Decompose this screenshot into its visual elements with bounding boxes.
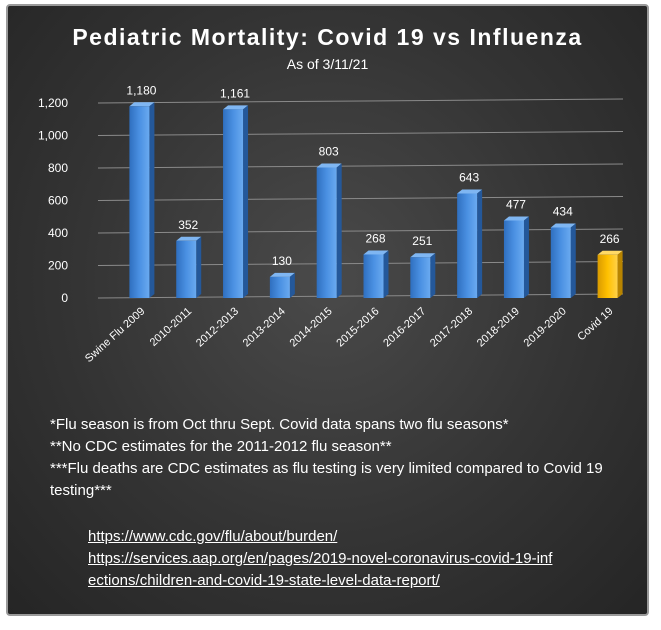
- bar: [410, 257, 431, 298]
- x-tick-label: 2012-2013: [194, 305, 241, 349]
- bar-top: [223, 105, 249, 110]
- bar-top: [129, 102, 155, 107]
- bar: [597, 254, 618, 298]
- bar-top: [457, 189, 483, 194]
- bar: [550, 227, 571, 298]
- y-tick-label: 0: [61, 291, 68, 305]
- chart-title: Pediatric Mortality: Covid 19 vs Influen…: [72, 24, 583, 50]
- gridline: [97, 163, 624, 169]
- bar: [363, 254, 384, 298]
- link-aap-covid-data[interactable]: https://services.aap.org/en/pages/2019-n…: [88, 550, 553, 589]
- bar: [457, 193, 478, 298]
- source-links: https://www.cdc.gov/flu/about/burden/ ht…: [88, 526, 558, 592]
- bar: [269, 276, 290, 298]
- bar: [316, 167, 337, 298]
- bar-side: [383, 250, 389, 298]
- bar-side: [430, 253, 436, 298]
- x-tick-label: 2010-2011: [148, 305, 195, 349]
- data-label: 266: [600, 232, 620, 246]
- data-label: 251: [412, 234, 432, 248]
- x-tick-label: 2014-2015: [288, 305, 335, 349]
- data-label: 643: [459, 171, 479, 185]
- bar-top: [503, 216, 529, 221]
- gridline: [97, 196, 624, 201]
- y-tick-label: 600: [48, 194, 68, 208]
- y-tick-label: 1,000: [38, 129, 68, 143]
- link-cdc-burden[interactable]: https://www.cdc.gov/flu/about/burden/: [88, 528, 338, 545]
- x-tick-label: 2018-2019: [475, 305, 522, 349]
- bar: [223, 109, 244, 299]
- x-tick-label: 2015-2016: [334, 305, 381, 349]
- x-tick-label: 2016-2017: [381, 305, 428, 349]
- bar-side: [289, 272, 295, 298]
- bar: [503, 220, 524, 298]
- x-tick-label: Covid 19: [575, 305, 615, 343]
- chart-panel: Pediatric Mortality: Covid 19 vs Influen…: [6, 4, 649, 616]
- bar-top: [550, 223, 576, 228]
- bar-side: [243, 105, 249, 299]
- bar-top: [269, 272, 295, 277]
- y-tick-label: 800: [48, 161, 68, 175]
- bar-side: [570, 223, 576, 298]
- bar-side: [523, 216, 529, 298]
- y-tick-label: 1,200: [38, 96, 68, 110]
- x-tick-label: 2013-2014: [241, 305, 288, 349]
- data-label: 130: [272, 254, 292, 268]
- bar: [176, 240, 197, 298]
- gridline: [97, 98, 624, 104]
- bar-side: [336, 163, 342, 298]
- x-tick-label: 2017-2018: [428, 305, 475, 349]
- bar-top: [363, 250, 389, 255]
- footnote-cdc-estimates: **No CDC estimates for the 2011-2012 flu…: [50, 438, 392, 455]
- data-label: 1,180: [126, 83, 156, 97]
- bar-side: [477, 189, 483, 298]
- data-label: 268: [365, 231, 385, 245]
- bar-top: [176, 236, 202, 241]
- bar-side: [149, 102, 155, 298]
- data-label: 1,161: [220, 86, 250, 100]
- bar-side: [196, 236, 202, 298]
- chart-subtitle: As of 3/11/21: [286, 56, 369, 72]
- bar-top: [410, 253, 436, 258]
- data-label: 803: [319, 145, 339, 159]
- bar-chart: 0 200 400 600 800 1,000 1,200 1,180 Swine Flu 20…: [38, 83, 624, 365]
- gridline: [97, 131, 624, 136]
- bar-top: [597, 250, 623, 255]
- bar-side: [617, 250, 623, 298]
- bar-top: [316, 163, 342, 168]
- y-tick-label: 200: [48, 259, 68, 273]
- data-label: 434: [553, 204, 573, 218]
- gridline: [97, 228, 624, 234]
- data-label: 352: [178, 218, 198, 232]
- footnote-flu-season: *Flu season is from Oct thru Sept. Covid…: [50, 416, 509, 433]
- footnotes: *Flu season is from Oct thru Sept. Covid…: [50, 414, 640, 502]
- x-tick-label: Swine Flu 2009: [83, 305, 147, 365]
- footnote-flu-testing: ***Flu deaths are CDC estimates as flu t…: [50, 460, 603, 499]
- y-tick-label: 400: [48, 226, 68, 240]
- bar: [129, 106, 150, 298]
- x-tick-label: 2019-2020: [522, 305, 569, 349]
- data-label: 477: [506, 197, 526, 211]
